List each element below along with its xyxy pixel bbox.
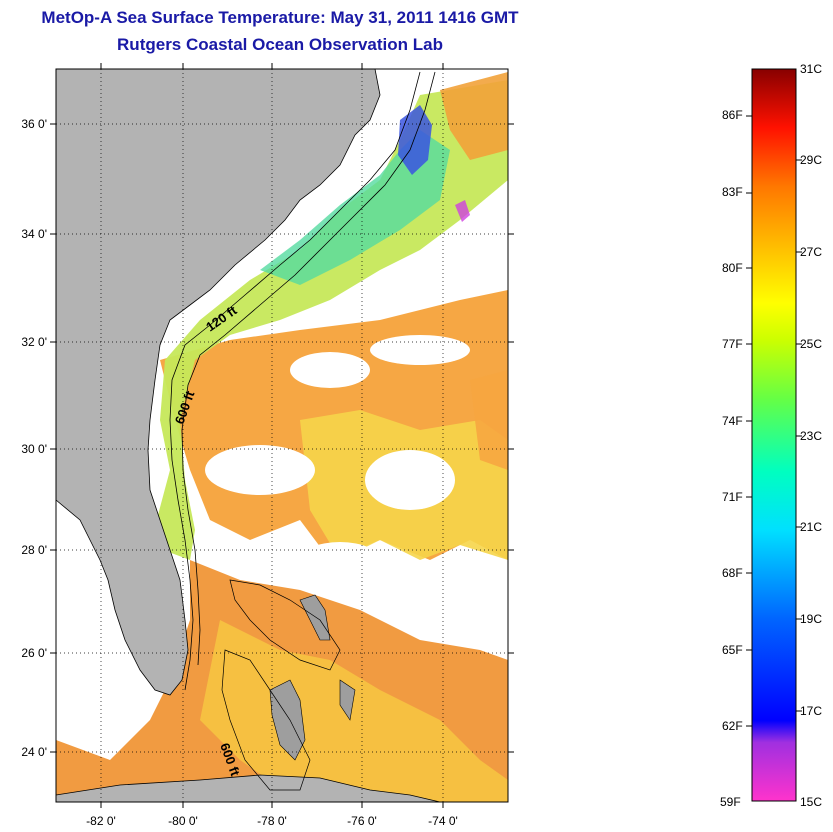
colorbar — [751, 68, 797, 802]
colorbar-ticks — [746, 115, 802, 727]
cloud-patch — [415, 560, 505, 640]
map-frame — [55, 68, 509, 803]
map-plot-area — [56, 69, 508, 802]
colorbar-label-f: 80F — [722, 261, 743, 275]
colorbar-label-c: 15C — [800, 795, 823, 809]
lat-tick-label: 34 0' — [21, 227, 47, 241]
cloud-patch — [430, 230, 508, 290]
lat-tick-label: 36 0' — [21, 117, 47, 131]
colorbar-label-f: 59F — [720, 795, 741, 809]
land-bahamas-andros — [269, 679, 306, 761]
colorbar-label-f: 74F — [722, 414, 743, 428]
axis-ticks — [50, 63, 514, 808]
contour-bahamas-bank — [229, 579, 341, 671]
lon-tick-label: -74 0' — [428, 814, 458, 828]
lon-tick-label: -80 0' — [168, 814, 198, 828]
colorbar-label-c: 25C — [800, 337, 823, 351]
lon-tick-label: -82 0' — [86, 814, 116, 828]
lat-tick-label: 30 0' — [21, 442, 47, 456]
colorbar-label-c: 31C — [800, 62, 823, 76]
colorbar-label-c: 27C — [800, 245, 823, 259]
contour-great-bahama-bank — [221, 649, 311, 791]
colorbar-label-f: 68F — [722, 566, 743, 580]
map-title: MetOp-A Sea Surface Temperature: May 31,… — [41, 8, 519, 27]
cloud-patch — [365, 450, 455, 510]
cloud-patch — [205, 445, 315, 495]
sst-cold-spot-hatteras — [398, 105, 432, 175]
colorbar-label-c: 21C — [800, 520, 823, 534]
land-southeast-us — [56, 69, 381, 696]
contour-120ft — [169, 71, 421, 691]
graticule — [56, 69, 508, 802]
sst-south-mild — [200, 620, 508, 802]
colorbar-label-f: 77F — [722, 337, 743, 351]
colorbar-label-f: 65F — [722, 643, 743, 657]
land-cuba — [56, 774, 441, 802]
colorbar-label-c: 23C — [800, 429, 823, 443]
map-subtitle: Rutgers Coastal Ocean Observation Lab — [117, 35, 443, 54]
lon-tick-label: -76 0' — [347, 814, 377, 828]
sst-gulfstream-warm — [440, 72, 508, 160]
sst-coastal-teal-band — [260, 130, 450, 285]
sst-magenta-spot — [455, 200, 470, 222]
colorbar-label-f: 86F — [722, 108, 743, 122]
sst-orange-region-east — [470, 370, 508, 470]
colorbar-label-f: 62F — [722, 719, 743, 733]
lon-tick-label: -78 0' — [257, 814, 287, 828]
lat-tick-label: 24 0' — [21, 745, 47, 759]
colorbar-label-f: 71F — [722, 490, 743, 504]
cloud-patch — [56, 650, 130, 710]
lat-tick-label: 32 0' — [21, 335, 47, 349]
cloud-patch — [290, 352, 370, 388]
colorbar-label-c: 29C — [800, 153, 823, 167]
lat-tick-label: 26 0' — [21, 646, 47, 660]
colorbar-label-f: 83F — [722, 185, 743, 199]
cloud-patch — [300, 542, 380, 578]
cloud-patch — [370, 335, 470, 365]
colorbar-label-c: 17C — [800, 704, 823, 718]
colorbar-label-c: 19C — [800, 612, 823, 626]
land-bahamas-eleuthera — [339, 679, 356, 721]
lat-tick-label: 28 0' — [21, 543, 47, 557]
contour-600ft — [181, 71, 436, 666]
land-bahamas-abaco — [299, 594, 331, 641]
